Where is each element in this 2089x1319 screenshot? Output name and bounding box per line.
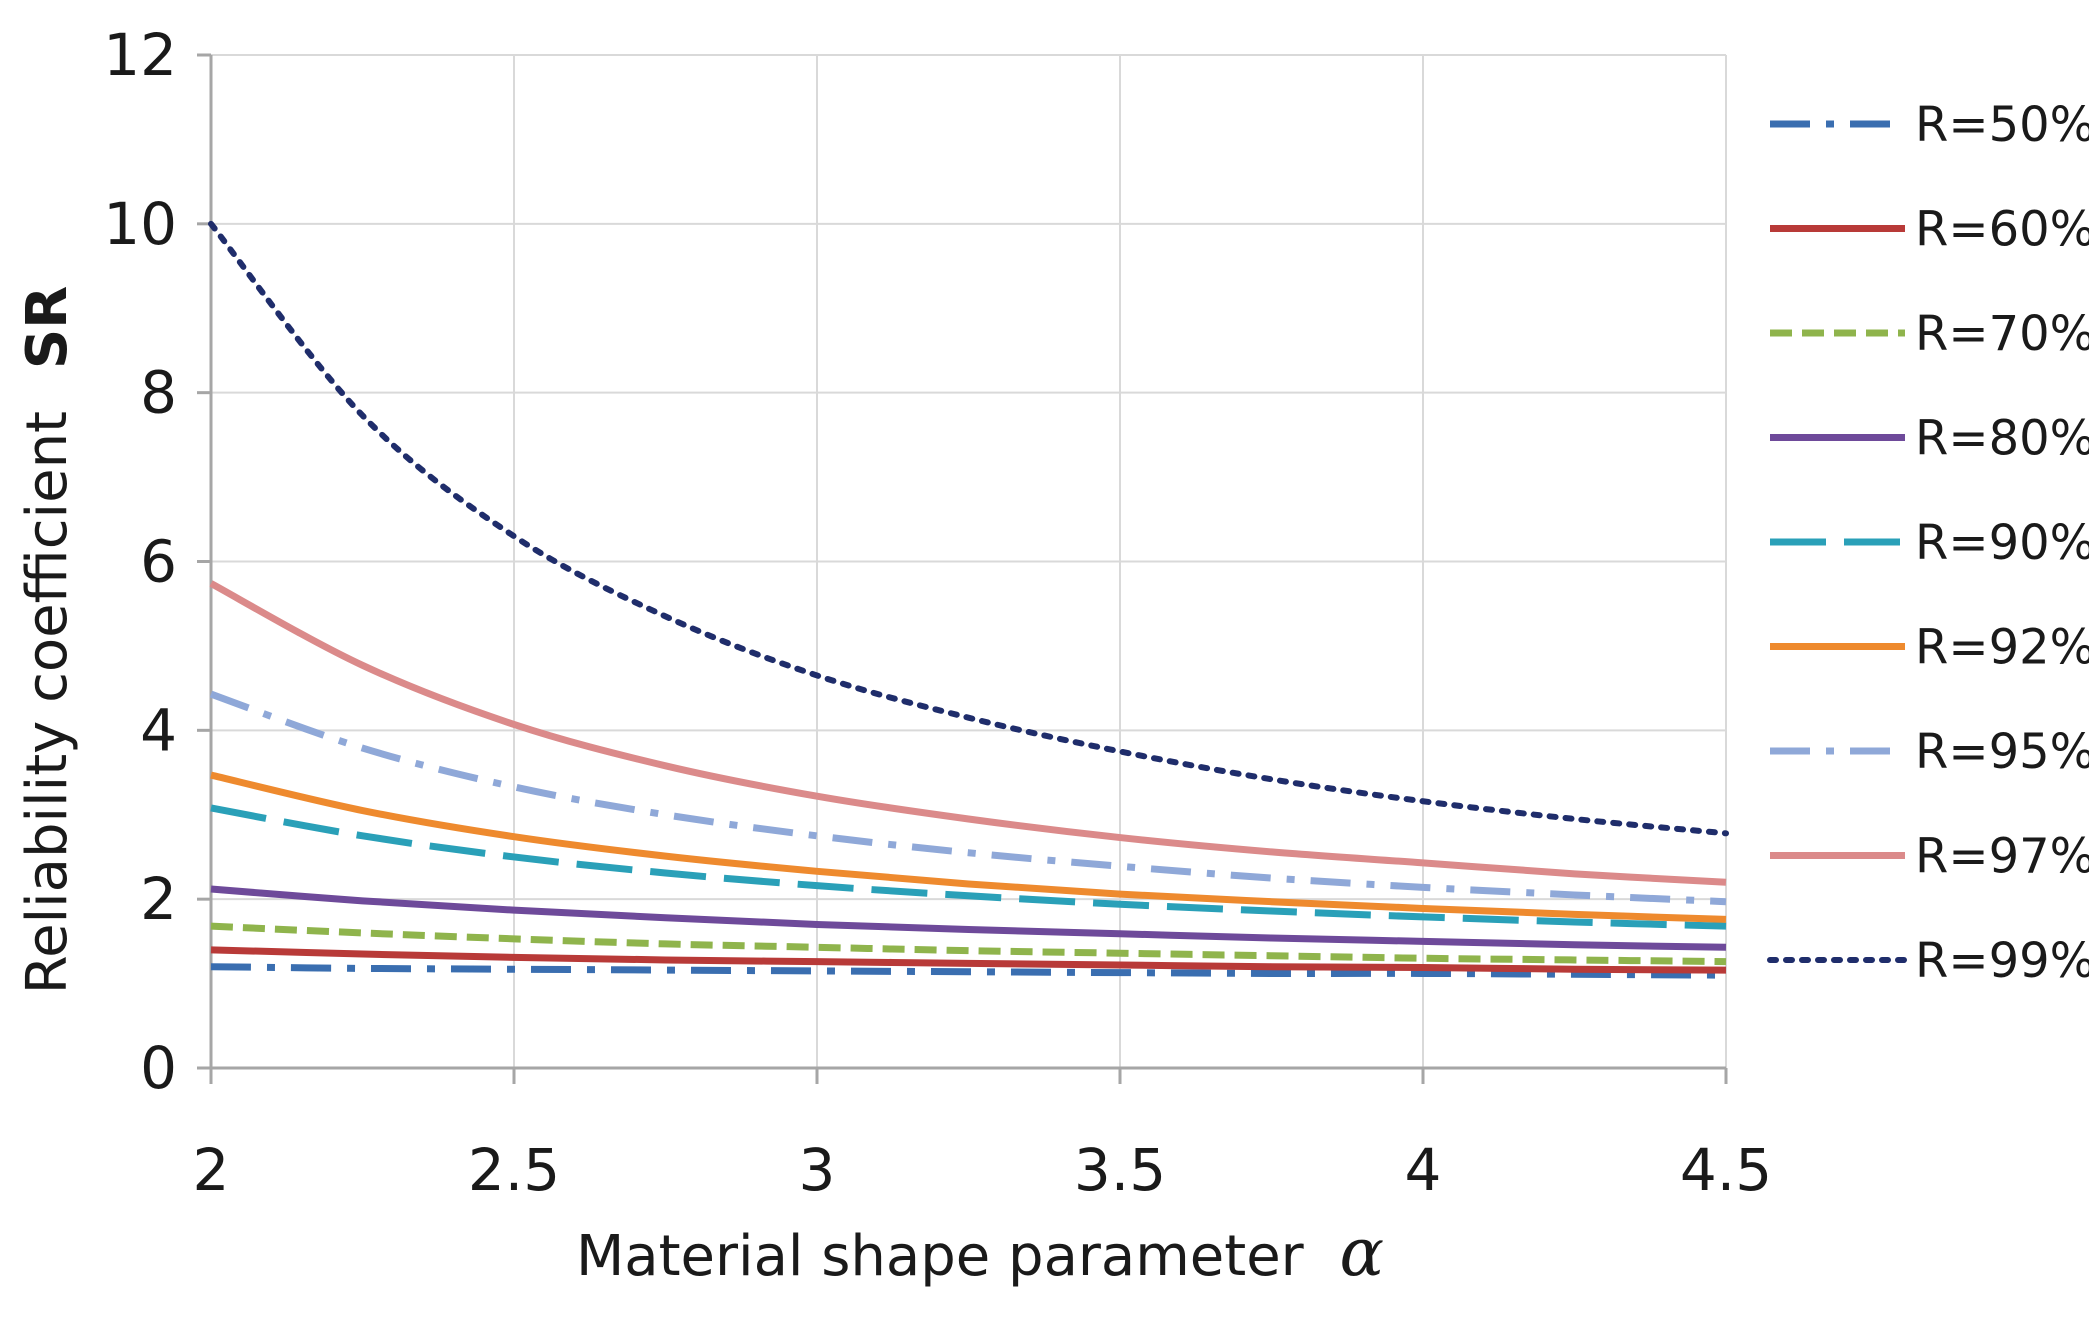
x-tick-label: 4	[1405, 1136, 1442, 1204]
y-tick-label: 4	[140, 696, 177, 764]
y-tick-label: 2	[140, 865, 177, 933]
legend-item-r99: R=99%	[1767, 933, 2089, 989]
y-tick-label: 6	[140, 528, 177, 596]
legend-label: R=80%	[1915, 411, 2089, 467]
legend-label: R=92%	[1915, 620, 2089, 676]
x-axis-title: Material shape parameter α	[576, 1214, 1384, 1291]
legend-item-r97: R=97%	[1770, 829, 2089, 885]
x-tick-label: 3	[799, 1136, 836, 1204]
legend-item-r90: R=90%	[1770, 515, 2089, 571]
legend-item-r70: R=70%	[1770, 306, 2089, 362]
legend-label: R=50%	[1915, 97, 2089, 153]
y-axis-label: Reliability coefficient	[15, 411, 80, 994]
legend-label: R=99%	[1915, 933, 2089, 989]
x-axis-symbol: α	[1339, 1214, 1384, 1291]
x-axis-label: Material shape parameter	[576, 1224, 1305, 1289]
y-axis-title: Reliability coefficient SR	[15, 286, 80, 995]
legend-label: R=90%	[1915, 515, 2089, 571]
legend-label: R=70%	[1915, 306, 2089, 362]
x-tick-label: 3.5	[1074, 1136, 1166, 1204]
legend-label: R=95%	[1915, 724, 2089, 780]
legend-label: R=97%	[1915, 829, 2089, 885]
y-tick-label: 10	[103, 190, 177, 258]
y-tick-label: 0	[140, 1034, 177, 1102]
legend: R=50% R=60% R=70% R=80% R=90% R=92% R=95% R=97%…	[1767, 97, 2089, 989]
series-line-r50	[210, 963, 1727, 979]
y-axis-symbol: SR	[15, 286, 80, 369]
series-line-r80	[210, 885, 1727, 951]
series-line-r92	[210, 771, 1727, 923]
series-lines	[208, 220, 1729, 979]
series-line-r60	[210, 946, 1727, 974]
legend-item-r92: R=92%	[1770, 620, 2089, 676]
series-line-r95	[209, 690, 1727, 906]
series-line-r70	[210, 922, 1727, 966]
y-tick-label: 12	[103, 21, 177, 89]
series-line-r97	[209, 580, 1727, 886]
x-tick-label: 4.5	[1680, 1136, 1772, 1204]
legend-item-r60: R=60%	[1770, 202, 2089, 258]
legend-item-r80: R=80%	[1770, 411, 2089, 467]
x-tick-label: 2	[193, 1136, 230, 1204]
x-tick-label: 2.5	[468, 1136, 560, 1204]
y-tick-label: 8	[140, 359, 177, 427]
series-line-r99	[208, 220, 1729, 837]
legend-item-r50: R=50%	[1770, 97, 2089, 153]
legend-item-r95: R=95%	[1770, 724, 2089, 780]
legend-label: R=60%	[1915, 202, 2089, 258]
series-line-r90	[210, 804, 1727, 930]
